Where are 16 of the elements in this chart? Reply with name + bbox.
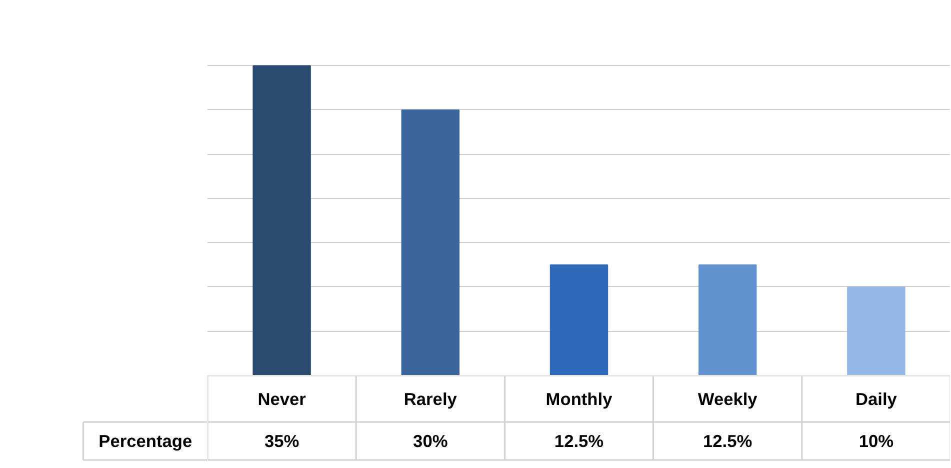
data-label: 10% <box>858 431 894 452</box>
data-label: 12.5% <box>703 431 752 452</box>
data-label: 30% <box>413 431 448 452</box>
x-tick-label: Never <box>258 388 306 409</box>
bar <box>550 264 608 375</box>
x-tick-label: Daily <box>855 388 898 409</box>
x-tick-label: Rarely <box>404 388 458 409</box>
bar <box>252 65 311 375</box>
bar <box>401 109 460 375</box>
x-tick-label: Monthly <box>546 388 613 409</box>
text: Percentage <box>98 431 192 452</box>
bar <box>698 264 757 375</box>
x-tick-label: Weekly <box>698 388 758 409</box>
data-label: 35% <box>264 431 300 452</box>
data-label: 12.5% <box>554 431 604 452</box>
bar <box>847 286 906 375</box>
